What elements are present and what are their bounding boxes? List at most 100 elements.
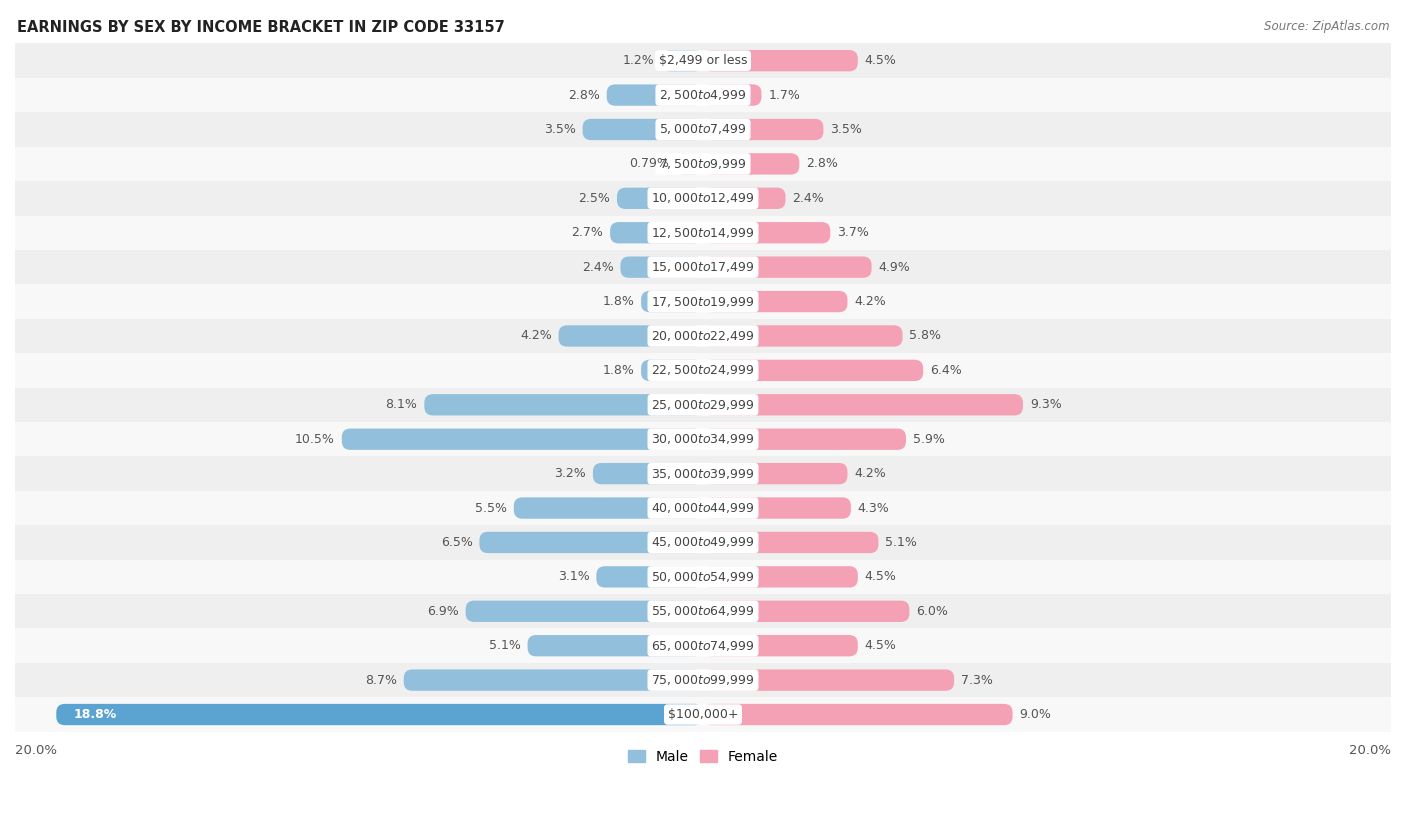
Text: Source: ZipAtlas.com: Source: ZipAtlas.com <box>1264 20 1389 33</box>
FancyBboxPatch shape <box>558 325 703 346</box>
FancyBboxPatch shape <box>479 532 703 553</box>
Legend: Male, Female: Male, Female <box>623 745 783 770</box>
Text: 2.5%: 2.5% <box>578 192 610 205</box>
Bar <box>15 319 1391 353</box>
FancyBboxPatch shape <box>703 704 1012 725</box>
Text: 0.79%: 0.79% <box>628 158 669 171</box>
Bar <box>15 698 1391 732</box>
FancyBboxPatch shape <box>703 153 800 175</box>
Text: 10.5%: 10.5% <box>295 433 335 446</box>
Text: 9.3%: 9.3% <box>1029 398 1062 411</box>
Bar <box>15 215 1391 250</box>
FancyBboxPatch shape <box>56 704 703 725</box>
Text: $15,000 to $17,499: $15,000 to $17,499 <box>651 260 755 274</box>
FancyBboxPatch shape <box>703 222 831 243</box>
FancyBboxPatch shape <box>641 359 703 381</box>
Text: $17,500 to $19,999: $17,500 to $19,999 <box>651 294 755 309</box>
Text: 5.1%: 5.1% <box>489 639 520 652</box>
Text: EARNINGS BY SEX BY INCOME BRACKET IN ZIP CODE 33157: EARNINGS BY SEX BY INCOME BRACKET IN ZIP… <box>17 20 505 35</box>
FancyBboxPatch shape <box>703 50 858 72</box>
Text: 3.5%: 3.5% <box>831 123 862 136</box>
FancyBboxPatch shape <box>596 566 703 588</box>
FancyBboxPatch shape <box>703 498 851 519</box>
Text: 5.8%: 5.8% <box>910 329 942 342</box>
Text: $45,000 to $49,999: $45,000 to $49,999 <box>651 536 755 550</box>
Text: 4.5%: 4.5% <box>865 639 897 652</box>
Text: $75,000 to $99,999: $75,000 to $99,999 <box>651 673 755 687</box>
Text: $50,000 to $54,999: $50,000 to $54,999 <box>651 570 755 584</box>
Bar <box>15 559 1391 594</box>
FancyBboxPatch shape <box>342 428 703 450</box>
Bar <box>15 628 1391 663</box>
FancyBboxPatch shape <box>620 256 703 278</box>
Text: 1.7%: 1.7% <box>768 89 800 102</box>
Bar <box>15 250 1391 285</box>
FancyBboxPatch shape <box>606 85 703 106</box>
Text: $35,000 to $39,999: $35,000 to $39,999 <box>651 467 755 480</box>
FancyBboxPatch shape <box>703 601 910 622</box>
Text: 6.9%: 6.9% <box>427 605 458 618</box>
FancyBboxPatch shape <box>703 532 879 553</box>
FancyBboxPatch shape <box>662 50 703 72</box>
Bar <box>15 456 1391 491</box>
FancyBboxPatch shape <box>676 153 703 175</box>
Text: 2.7%: 2.7% <box>571 226 603 239</box>
FancyBboxPatch shape <box>703 256 872 278</box>
Text: $10,000 to $12,499: $10,000 to $12,499 <box>651 191 755 206</box>
Bar <box>15 525 1391 559</box>
FancyBboxPatch shape <box>582 119 703 140</box>
Text: 5.9%: 5.9% <box>912 433 945 446</box>
Text: 7.3%: 7.3% <box>960 674 993 687</box>
Text: 20.0%: 20.0% <box>1348 744 1391 757</box>
Text: 4.9%: 4.9% <box>879 261 910 274</box>
Bar <box>15 353 1391 388</box>
FancyBboxPatch shape <box>703 291 848 312</box>
Text: 2.8%: 2.8% <box>806 158 838 171</box>
Text: 20.0%: 20.0% <box>15 744 58 757</box>
Text: $12,500 to $14,999: $12,500 to $14,999 <box>651 226 755 240</box>
Bar <box>15 422 1391 456</box>
Bar <box>15 181 1391 215</box>
FancyBboxPatch shape <box>404 669 703 691</box>
Text: $2,500 to $4,999: $2,500 to $4,999 <box>659 88 747 102</box>
Text: 4.5%: 4.5% <box>865 54 897 67</box>
Text: 3.7%: 3.7% <box>837 226 869 239</box>
Text: $7,500 to $9,999: $7,500 to $9,999 <box>659 157 747 171</box>
Bar <box>15 43 1391 78</box>
FancyBboxPatch shape <box>703 119 824 140</box>
Text: 4.5%: 4.5% <box>865 571 897 584</box>
Text: 18.8%: 18.8% <box>73 708 117 721</box>
Text: $55,000 to $64,999: $55,000 to $64,999 <box>651 604 755 618</box>
Text: 5.5%: 5.5% <box>475 502 508 515</box>
Text: 2.8%: 2.8% <box>568 89 600 102</box>
FancyBboxPatch shape <box>703 463 848 485</box>
Text: 5.1%: 5.1% <box>886 536 917 549</box>
Text: 2.4%: 2.4% <box>793 192 824 205</box>
Bar <box>15 285 1391 319</box>
FancyBboxPatch shape <box>703 188 786 209</box>
FancyBboxPatch shape <box>513 498 703 519</box>
Bar <box>15 491 1391 525</box>
Text: 4.2%: 4.2% <box>855 467 886 480</box>
FancyBboxPatch shape <box>703 359 924 381</box>
FancyBboxPatch shape <box>703 325 903 346</box>
Text: 2.4%: 2.4% <box>582 261 613 274</box>
Text: 4.2%: 4.2% <box>520 329 551 342</box>
Bar <box>15 146 1391 181</box>
FancyBboxPatch shape <box>703 669 955 691</box>
Text: 6.0%: 6.0% <box>917 605 948 618</box>
Text: 8.7%: 8.7% <box>364 674 396 687</box>
Text: $2,499 or less: $2,499 or less <box>659 54 747 67</box>
FancyBboxPatch shape <box>593 463 703 485</box>
FancyBboxPatch shape <box>425 394 703 415</box>
Text: 4.3%: 4.3% <box>858 502 890 515</box>
Bar <box>15 594 1391 628</box>
Text: $30,000 to $34,999: $30,000 to $34,999 <box>651 433 755 446</box>
Text: $22,500 to $24,999: $22,500 to $24,999 <box>651 363 755 377</box>
Text: 1.8%: 1.8% <box>602 295 634 308</box>
Text: $20,000 to $22,499: $20,000 to $22,499 <box>651 329 755 343</box>
FancyBboxPatch shape <box>703 566 858 588</box>
Text: $5,000 to $7,499: $5,000 to $7,499 <box>659 123 747 137</box>
Bar <box>15 663 1391 698</box>
Bar <box>15 78 1391 112</box>
